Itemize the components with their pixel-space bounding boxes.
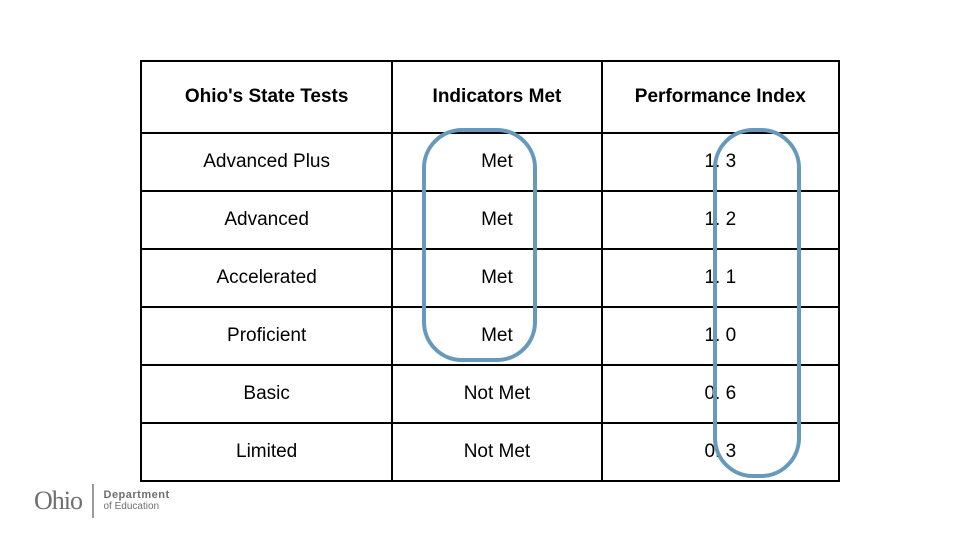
col-header-indicators: Indicators Met <box>392 61 601 133</box>
footer-divider <box>92 484 94 518</box>
cell-indicator: Met <box>392 307 601 365</box>
cell-index: 1. 1 <box>602 249 839 307</box>
ohio-wordmark: Ohio <box>34 486 82 516</box>
table-row: Limited Not Met 0. 3 <box>141 423 839 481</box>
cell-indicator: Met <box>392 191 601 249</box>
col-header-tests: Ohio's State Tests <box>141 61 392 133</box>
cell-level: Proficient <box>141 307 392 365</box>
performance-table-wrap: Ohio's State Tests Indicators Met Perfor… <box>140 60 840 482</box>
cell-index: 1. 3 <box>602 133 839 191</box>
table-row: Basic Not Met 0. 6 <box>141 365 839 423</box>
dept-label: Department of Education <box>104 490 170 512</box>
cell-indicator: Met <box>392 249 601 307</box>
table-header-row: Ohio's State Tests Indicators Met Perfor… <box>141 61 839 133</box>
col-header-index: Performance Index <box>602 61 839 133</box>
cell-level: Limited <box>141 423 392 481</box>
cell-level: Basic <box>141 365 392 423</box>
table-row: Accelerated Met 1. 1 <box>141 249 839 307</box>
cell-index: 0. 3 <box>602 423 839 481</box>
table-row: Advanced Plus Met 1. 3 <box>141 133 839 191</box>
cell-indicator: Met <box>392 133 601 191</box>
cell-indicator: Not Met <box>392 423 601 481</box>
cell-level: Advanced Plus <box>141 133 392 191</box>
dept-line1: Department <box>104 490 170 502</box>
table-row: Proficient Met 1. 0 <box>141 307 839 365</box>
table-row: Advanced Met 1. 2 <box>141 191 839 249</box>
performance-table: Ohio's State Tests Indicators Met Perfor… <box>140 60 840 482</box>
cell-index: 1. 0 <box>602 307 839 365</box>
cell-level: Accelerated <box>141 249 392 307</box>
dept-line2: of Education <box>104 502 170 513</box>
footer-logo: Ohio Department of Education <box>34 484 170 518</box>
cell-index: 0. 6 <box>602 365 839 423</box>
cell-indicator: Not Met <box>392 365 601 423</box>
cell-level: Advanced <box>141 191 392 249</box>
cell-index: 1. 2 <box>602 191 839 249</box>
